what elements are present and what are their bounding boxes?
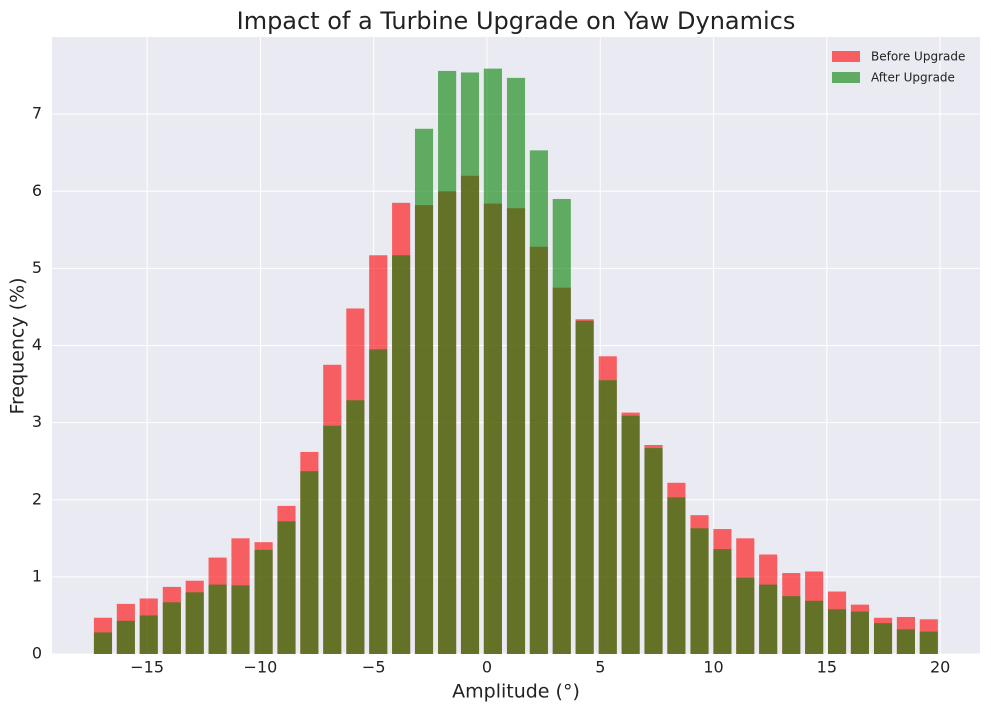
x-tick-label: 10 [703,658,723,677]
bar [300,471,319,654]
bar [208,584,227,654]
x-tick-label: −15 [130,658,164,677]
bar [850,611,869,654]
bar [896,629,915,654]
y-axis-label: Frequency (%) [7,277,29,414]
bar [552,198,571,654]
bar [919,631,938,654]
bar [438,70,457,654]
bar [346,400,365,654]
bar [139,615,158,654]
chart-title: Impact of a Turbine Upgrade on Yaw Dynam… [237,7,796,35]
bar [575,320,594,654]
bar [369,349,388,654]
y-tick-label: 2 [32,489,42,508]
bar [93,632,113,654]
bar [736,577,755,654]
bar [460,72,480,655]
bar [873,623,893,654]
legend-label: Before Upgrade [871,50,965,64]
bar [690,528,709,654]
legend-swatch [832,72,860,83]
x-tick-label: −5 [362,658,386,677]
y-tick-label: 4 [32,335,42,354]
bar [162,602,181,654]
bar [529,150,548,654]
bar [759,584,778,654]
bar [506,77,526,655]
bar [598,380,617,654]
y-tick-label: 0 [32,644,42,663]
x-tick-label: 5 [595,658,605,677]
y-tick-label: 5 [32,258,42,277]
bar [827,609,847,654]
bar [323,425,342,654]
bar [414,128,434,654]
y-tick-label: 1 [32,566,42,585]
bar [392,255,411,655]
bar [116,620,135,654]
bar [483,68,502,655]
x-tick-label: 0 [482,658,492,677]
bar [782,596,801,654]
bar [713,549,732,654]
legend-swatch [832,51,860,62]
bar [277,521,296,654]
x-tick-label: −10 [244,658,278,677]
bar [254,549,273,654]
x-axis-label: Amplitude (°) [452,681,580,703]
y-tick-label: 6 [32,181,42,200]
bar [231,585,250,654]
x-tick-label: 20 [930,658,950,677]
legend-label: After Upgrade [871,71,955,85]
bar [644,448,663,654]
bar [185,592,204,654]
bar [805,600,824,654]
y-tick-label: 7 [32,104,42,123]
bar [621,415,640,654]
x-tick-label: 15 [817,658,837,677]
y-tick-label: 3 [32,412,42,431]
bar [667,497,686,654]
